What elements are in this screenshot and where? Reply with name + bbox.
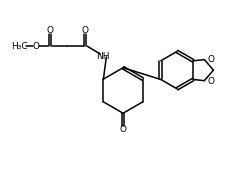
Text: O: O [32, 42, 39, 51]
Text: O: O [46, 26, 53, 35]
Text: O: O [82, 26, 88, 35]
Text: H₃C: H₃C [10, 42, 27, 51]
Text: O: O [207, 55, 214, 64]
Text: NH: NH [96, 52, 109, 62]
Text: O: O [119, 125, 126, 134]
Text: O: O [207, 77, 214, 86]
